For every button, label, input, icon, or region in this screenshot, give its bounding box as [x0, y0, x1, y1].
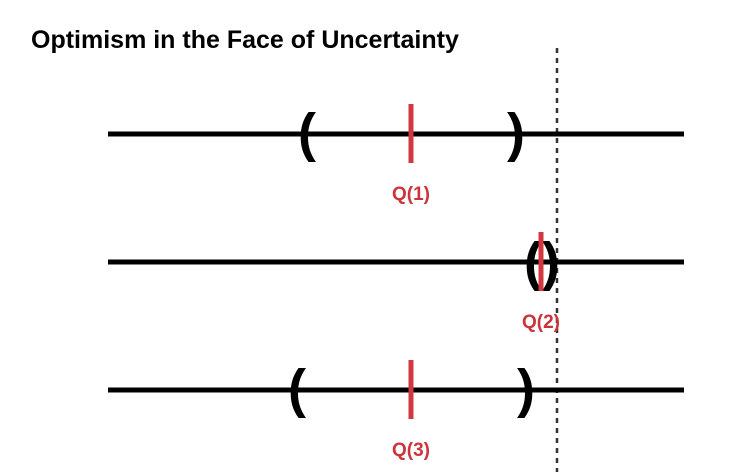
arm-1-lower-bracket: (: [298, 103, 316, 163]
arm-2-lower-bracket: (: [524, 232, 542, 292]
arm-1-upper-bracket: ): [507, 103, 525, 163]
arm-3-row: ( ) Q(3): [108, 359, 684, 461]
arm-3-lower-bracket: (: [288, 359, 306, 419]
arm-1-row: ( ) Q(1): [108, 103, 684, 205]
arm-2-upper-bracket: ): [542, 232, 560, 292]
arm-1-label: Q(1): [392, 184, 430, 205]
arm-3-upper-bracket: ): [517, 359, 535, 419]
diagram-title: Optimism in the Face of Uncertainty: [31, 26, 459, 54]
arm-2-row: ( ) Q(2): [108, 232, 684, 333]
arm-2-label: Q(2): [522, 312, 560, 333]
arm-3-label: Q(3): [392, 440, 430, 461]
